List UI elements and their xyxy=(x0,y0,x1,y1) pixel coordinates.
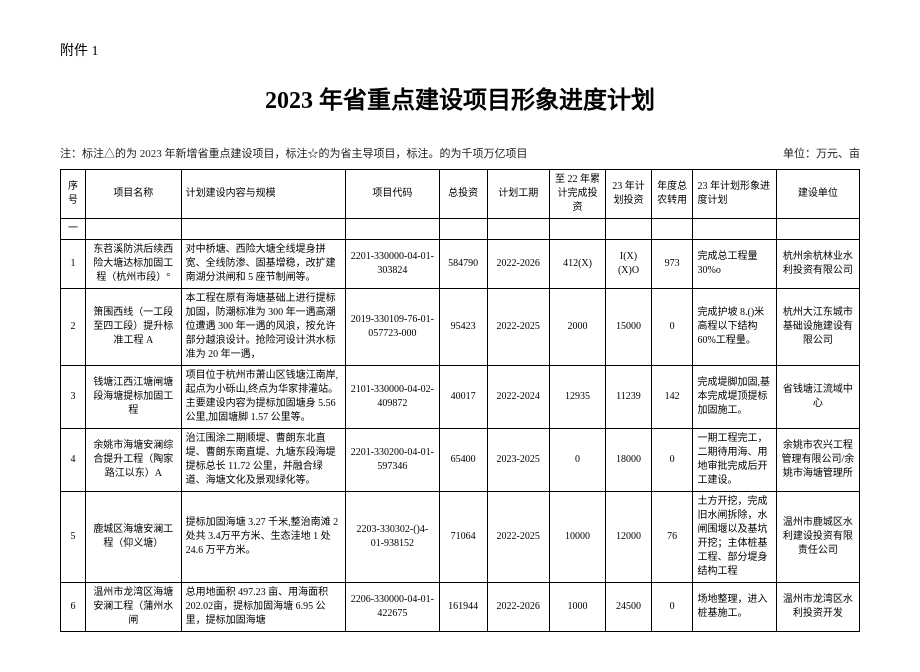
table-cell: 412(X) xyxy=(549,240,605,289)
table-cell: 项目位于杭州市萧山区钱塘江南岸,起点为小砾山,终点为华家排灌站。主要建设内容为提… xyxy=(181,366,345,429)
header-code: 项目代码 xyxy=(346,170,440,219)
table-cell: 161944 xyxy=(439,583,487,632)
table-cell: 余姚市农兴工程管理有限公司/余姚市海塘管理所 xyxy=(776,429,859,492)
table-cell: 箫围西线（一工段至四工段）提升标准工程 A xyxy=(85,289,181,366)
table-cell: 杭州余杭林业水利投资有限公司 xyxy=(776,240,859,289)
page-title: 2023 年省重点建设项目形象进度计划 xyxy=(60,80,860,115)
table-cell: 2 xyxy=(61,289,86,366)
table-cell: 6 xyxy=(61,583,86,632)
table-cell: 3 xyxy=(61,366,86,429)
table-cell: 2022-2025 xyxy=(487,289,549,366)
header-plan23: 23 年计划投资 xyxy=(606,170,652,219)
table-cell: 2101-330000-04-02-409872 xyxy=(346,366,440,429)
header-unit: 建设单位 xyxy=(776,170,859,219)
note-right: 单位：万元、亩 xyxy=(783,145,860,161)
table-cell: 提标加固海塘 3.27 千米,整治南滩 2 处共 3.4万平方米、生态洼地 1 … xyxy=(181,492,345,583)
table-cell: 场地整理，进入桩基施工。 xyxy=(693,583,776,632)
table-cell: 温州市鹿城区水利建设投资有限责任公司 xyxy=(776,492,859,583)
table-cell: 71064 xyxy=(439,492,487,583)
table-cell: 本工程在原有海塘基础上进行提标加固，防潮标准为 300 年一遇高潮位遭遇 300… xyxy=(181,289,345,366)
table-row: 2箫围西线（一工段至四工段）提升标准工程 A本工程在原有海塘基础上进行提标加固，… xyxy=(61,289,860,366)
table-cell: 鹿城区海塘安澜工程（仰义塘） xyxy=(85,492,181,583)
table-cell: 5 xyxy=(61,492,86,583)
header-total-invest: 总投资 xyxy=(439,170,487,219)
table-cell: 12000 xyxy=(606,492,652,583)
table-cell: 2000 xyxy=(549,289,605,366)
table-cell: 钱塘江西江塘闸塘段海塘提标加固工程 xyxy=(85,366,181,429)
table-cell: 东苕溪防洪后续西险大塘达标加固工程（杭州市段）° xyxy=(85,240,181,289)
header-content: 计划建设内容与规模 xyxy=(181,170,345,219)
table-cell: 973 xyxy=(651,240,693,289)
table-cell: 11239 xyxy=(606,366,652,429)
table-row: 4余姚市海塘安澜综合提升工程（陶家路江以东）A治江围涂二期顺堤、曹朗东北直堤、曹… xyxy=(61,429,860,492)
table-cell: 对中桥塘、西险大塘全线堤身拼宽、全线防渗、固基增稳，改扩建南湖分洪闸和 5 座节… xyxy=(181,240,345,289)
table-cell: 0 xyxy=(651,289,693,366)
table-cell: 温州市龙湾区水利投资开发 xyxy=(776,583,859,632)
projects-table: 序号 项目名称 计划建设内容与规模 项目代码 总投资 计划工期 至 22 年累计… xyxy=(60,169,860,632)
table-cell: 完成堤脚加固,基本完成堤顶提标加固施工。 xyxy=(693,366,776,429)
table-cell: I(X)(X)O xyxy=(606,240,652,289)
separator-cell: 一 xyxy=(61,219,86,240)
table-cell: 2201-330000-04-01-303824 xyxy=(346,240,440,289)
attachment-label: 附件 1 xyxy=(60,40,860,60)
note-row: 注：标注△的为 2023 年新增省重点建设项目，标注☆的为省主导项目，标注。的为… xyxy=(60,145,860,161)
table-row: 1东苕溪防洪后续西险大塘达标加固工程（杭州市段）°对中桥塘、西险大塘全线堤身拼宽… xyxy=(61,240,860,289)
table-cell: 65400 xyxy=(439,429,487,492)
header-progress: 23 年计划形象进度计划 xyxy=(693,170,776,219)
header-seq: 序号 xyxy=(61,170,86,219)
header-period: 计划工期 xyxy=(487,170,549,219)
table-cell: 76 xyxy=(651,492,693,583)
table-cell: 0 xyxy=(651,583,693,632)
header-cum-invest: 至 22 年累计完成投资 xyxy=(549,170,605,219)
table-cell: 1 xyxy=(61,240,86,289)
table-cell: 10000 xyxy=(549,492,605,583)
table-cell: 2019-330109-76-01-057723-000 xyxy=(346,289,440,366)
table-cell: 15000 xyxy=(606,289,652,366)
table-cell: 2023-2025 xyxy=(487,429,549,492)
table-cell: 12935 xyxy=(549,366,605,429)
table-cell: 治江围涂二期顺堤、曹朗东北直堤、曹朗东南直堤、九塘东段海堤提标总长 11.72 … xyxy=(181,429,345,492)
table-row: 6温州市龙湾区海塘安澜工程（蒲州水闸总用地面积 497.23 亩、用海面积 20… xyxy=(61,583,860,632)
table-cell: 省钱塘江流域中心 xyxy=(776,366,859,429)
table-cell: 18000 xyxy=(606,429,652,492)
separator-row: 一 xyxy=(61,219,860,240)
table-cell: 4 xyxy=(61,429,86,492)
table-cell: 一期工程完工，二期待用海、用地审批完成后开工建设。 xyxy=(693,429,776,492)
table-cell: 2022-2026 xyxy=(487,583,549,632)
table-cell: 余姚市海塘安澜综合提升工程（陶家路江以东）A xyxy=(85,429,181,492)
table-cell: 95423 xyxy=(439,289,487,366)
table-header-row: 序号 项目名称 计划建设内容与规模 项目代码 总投资 计划工期 至 22 年累计… xyxy=(61,170,860,219)
table-cell: 40017 xyxy=(439,366,487,429)
table-cell: 总用地面积 497.23 亩、用海面积 202.02亩，提标加固海塘 6.95 … xyxy=(181,583,345,632)
table-cell: 24500 xyxy=(606,583,652,632)
table-cell: 2022-2025 xyxy=(487,492,549,583)
table-cell: 0 xyxy=(549,429,605,492)
table-cell: 2022-2026 xyxy=(487,240,549,289)
table-row: 5鹿城区海塘安澜工程（仰义塘）提标加固海塘 3.27 千米,整治南滩 2 处共 … xyxy=(61,492,860,583)
table-cell: 土方开挖，完成旧水闸拆除，水闸围堰以及基坑开挖；主体桩基工程、部分堤身结构工程 xyxy=(693,492,776,583)
table-cell: 0 xyxy=(651,429,693,492)
table-cell: 2022-2024 xyxy=(487,366,549,429)
table-cell: 杭州大江东城市基础设施建设有限公司 xyxy=(776,289,859,366)
table-cell: 完成护坡 8.()米高程以下结构60%工程量。 xyxy=(693,289,776,366)
table-cell: 2206-330000-04-01-422675 xyxy=(346,583,440,632)
table-cell: 142 xyxy=(651,366,693,429)
table-cell: 温州市龙湾区海塘安澜工程（蒲州水闸 xyxy=(85,583,181,632)
table-cell: 1000 xyxy=(549,583,605,632)
table-cell: 2201-330200-04-01-597346 xyxy=(346,429,440,492)
note-left: 注：标注△的为 2023 年新增省重点建设项目，标注☆的为省主导项目，标注。的为… xyxy=(60,145,528,161)
table-row: 3钱塘江西江塘闸塘段海塘提标加固工程项目位于杭州市萧山区钱塘江南岸,起点为小砾山… xyxy=(61,366,860,429)
table-cell: 2203-330302-()4-01-938152 xyxy=(346,492,440,583)
table-cell: 完成总工程量30%o xyxy=(693,240,776,289)
header-name: 项目名称 xyxy=(85,170,181,219)
table-cell: 584790 xyxy=(439,240,487,289)
header-annual: 年度总农转用 xyxy=(651,170,693,219)
